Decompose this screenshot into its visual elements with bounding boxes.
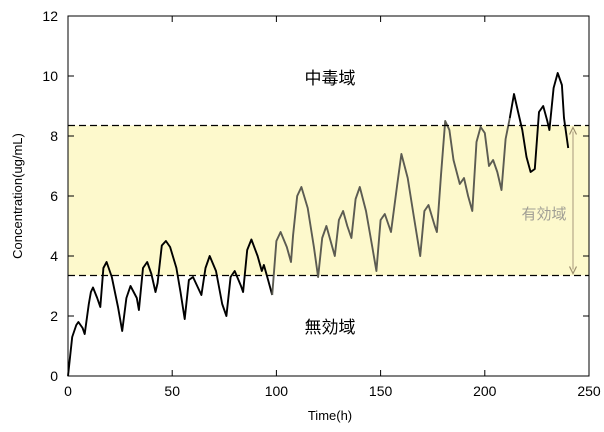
y-axis: 0 2 4 6 8 10 12 <box>42 8 589 384</box>
x-tick-label: 250 <box>577 383 601 399</box>
x-axis: 0 50 100 150 200 250 <box>64 16 601 399</box>
y-axis-label: Concentration(ug/mL) <box>10 133 25 259</box>
x-tick-label: 100 <box>265 383 289 399</box>
y-tick-label: 6 <box>50 188 58 204</box>
range-arrow-head-bottom <box>568 266 578 275</box>
effective-zone-label: 有効域 <box>521 205 566 223</box>
y-tick-label: 0 <box>50 368 58 384</box>
x-tick-label: 50 <box>164 383 180 399</box>
ineffective-zone-label: 無効域 <box>305 318 356 338</box>
y-tick-label: 8 <box>50 128 58 144</box>
range-arrow-head-top <box>568 126 578 135</box>
effective-range-band <box>68 125 589 276</box>
y-tick-label: 12 <box>42 8 58 24</box>
range-arrow <box>568 126 578 275</box>
toxic-zone-label: 中毒域 <box>305 69 356 89</box>
x-tick-label: 150 <box>369 383 393 399</box>
series-layer <box>67 72 570 377</box>
x-tick-label: 0 <box>64 383 72 399</box>
y-tick-label: 2 <box>50 308 58 324</box>
series-line-1 <box>67 238 274 377</box>
y-tick-label: 10 <box>42 68 58 84</box>
y-tick-label: 4 <box>50 248 58 264</box>
x-tick-label: 200 <box>473 383 497 399</box>
series-line-2 <box>271 117 511 296</box>
x-axis-label: Time(h) <box>308 408 352 423</box>
series-line-3 <box>508 72 570 173</box>
